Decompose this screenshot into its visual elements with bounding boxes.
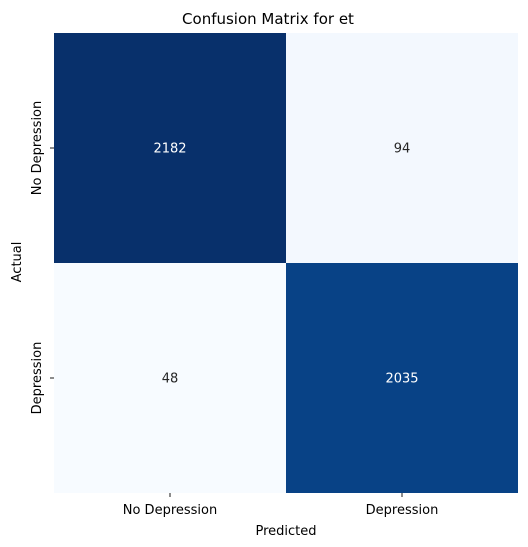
cell-value-label: 2182 <box>153 142 186 157</box>
cell-value-label: 48 <box>162 372 179 387</box>
y-axis-label: Actual <box>10 242 25 283</box>
heatmap-cell <box>286 33 518 263</box>
x-axis-ticks: No Depression Depression <box>123 493 439 518</box>
y-tick-label: No Depression <box>30 101 45 195</box>
cell-value-label: 94 <box>394 142 411 157</box>
cell-value-label: 2035 <box>385 372 418 387</box>
heatmap-cell <box>286 263 518 493</box>
x-tick-label: No Depression <box>123 503 217 518</box>
heatmap-cells: 2182 94 48 2035 <box>54 33 518 493</box>
y-axis-ticks: No Depression Depression <box>30 101 54 415</box>
chart-title: Confusion Matrix for et <box>182 10 354 28</box>
y-tick-label: Depression <box>30 342 45 415</box>
heatmap-cell <box>54 33 286 263</box>
x-tick-label: Depression <box>366 503 439 518</box>
heatmap-cell <box>54 263 286 493</box>
x-axis-label: Predicted <box>255 524 316 539</box>
